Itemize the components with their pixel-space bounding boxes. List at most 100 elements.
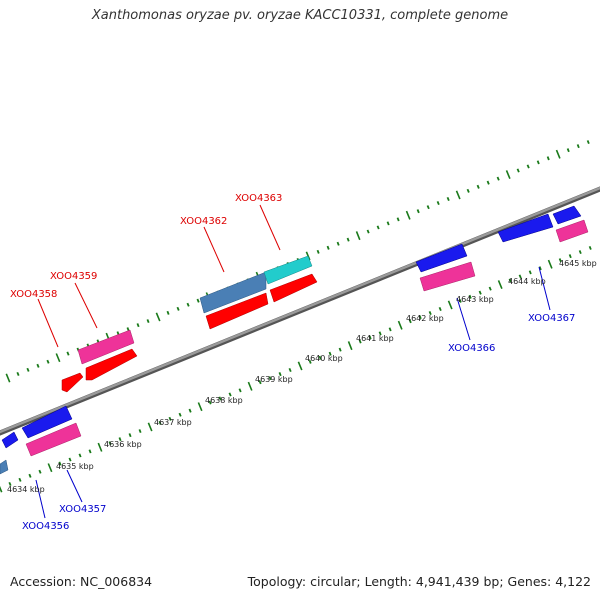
kbp-tick-label: 4642 kbp xyxy=(406,314,444,323)
kbp-tick-label: 4635 kbp xyxy=(56,462,94,471)
minor-tick xyxy=(368,335,372,340)
minor-tick xyxy=(588,245,592,250)
minor-tick xyxy=(186,302,190,307)
major-tick xyxy=(0,485,3,493)
gene-label: XOO4358 xyxy=(10,289,57,300)
minor-tick xyxy=(578,250,582,255)
major-tick xyxy=(55,353,61,363)
major-tick xyxy=(47,463,53,473)
kbp-tick-label: 4636 kbp xyxy=(104,440,142,449)
gene-arrow xyxy=(1,431,19,449)
minor-tick xyxy=(516,168,520,173)
minor-tick xyxy=(526,164,530,169)
kbp-tick-label: 4638 kbp xyxy=(205,396,243,405)
minor-tick xyxy=(468,294,472,299)
gene-label: XOO4363 xyxy=(235,193,282,204)
kbp-tick-label: 4644 kbp xyxy=(508,277,546,286)
gene-arrow xyxy=(205,292,269,330)
major-tick xyxy=(147,422,153,432)
minor-tick xyxy=(196,298,200,303)
major-tick xyxy=(347,341,353,351)
minor-tick xyxy=(8,481,12,486)
major-tick xyxy=(5,373,11,383)
minor-tick xyxy=(378,331,382,336)
minor-tick xyxy=(158,420,162,425)
gene-arrow xyxy=(497,213,554,243)
minor-tick xyxy=(536,160,540,165)
minor-tick xyxy=(58,461,62,466)
minor-tick xyxy=(146,319,150,324)
gene-arrow xyxy=(263,255,313,285)
accession-text: Accession: NC_006834 xyxy=(10,574,153,589)
major-tick xyxy=(397,320,403,330)
kbp-tick-label: 4634 kbp xyxy=(7,485,45,494)
tick-marks xyxy=(0,140,592,493)
kbp-tick-label: 4640 kbp xyxy=(305,354,343,363)
kbp-tick-label: 4639 kbp xyxy=(255,375,293,384)
kbp-tick-label: 4641 kbp xyxy=(356,334,394,343)
minor-tick xyxy=(466,188,470,193)
gene-arrow xyxy=(0,459,9,475)
gene-arrow xyxy=(269,273,318,303)
minor-tick xyxy=(458,298,462,303)
minor-tick xyxy=(438,306,442,312)
minor-tick xyxy=(416,209,420,214)
minor-tick xyxy=(316,249,320,254)
minor-tick xyxy=(168,416,172,421)
gene-arrow xyxy=(21,405,73,439)
gene-arrow xyxy=(25,422,82,457)
minor-tick xyxy=(36,363,40,368)
minor-tick xyxy=(118,437,122,442)
minor-tick xyxy=(318,355,322,360)
major-tick xyxy=(547,259,553,269)
minor-tick xyxy=(238,388,242,393)
minor-tick xyxy=(446,196,450,202)
minor-tick xyxy=(88,449,92,454)
gene-arrows xyxy=(0,205,589,475)
label-leaders xyxy=(35,204,551,519)
minor-tick xyxy=(528,270,532,275)
minor-tick xyxy=(538,266,542,271)
minor-tick xyxy=(488,286,492,291)
major-tick xyxy=(97,442,103,452)
minor-tick xyxy=(366,229,370,234)
minor-tick xyxy=(268,376,272,381)
minor-tick xyxy=(428,311,432,316)
minor-tick xyxy=(418,315,422,320)
minor-tick xyxy=(478,290,482,295)
minor-tick xyxy=(278,372,282,377)
major-tick xyxy=(505,170,511,180)
minor-tick xyxy=(166,310,170,315)
gene-arrow xyxy=(552,205,582,225)
minor-tick xyxy=(308,359,312,364)
major-tick xyxy=(197,402,203,412)
minor-tick xyxy=(178,412,182,417)
minor-tick xyxy=(18,477,22,482)
minor-tick xyxy=(126,327,130,332)
minor-tick xyxy=(26,367,30,372)
minor-tick xyxy=(136,323,140,328)
major-tick xyxy=(355,231,361,241)
minor-tick xyxy=(328,351,332,356)
major-tick xyxy=(405,210,411,220)
major-tick xyxy=(155,312,161,322)
kbp-tick-labels: 4634 kbp 4635 kbp 4636 kbp 4637 kbp 4638 kbp… xyxy=(7,259,597,494)
major-tick xyxy=(297,361,303,371)
kbp-tick-label: 4645 kbp xyxy=(559,259,597,268)
kbp-tick-label: 4637 kbp xyxy=(154,418,192,427)
minor-tick xyxy=(496,176,500,181)
minor-tick xyxy=(218,396,222,401)
major-tick xyxy=(497,280,503,290)
minor-tick xyxy=(426,205,430,210)
minor-tick xyxy=(176,306,180,311)
minor-tick xyxy=(338,347,342,352)
minor-tick xyxy=(586,140,590,145)
minor-tick xyxy=(546,156,550,161)
gene-label: XOO4357 xyxy=(59,504,106,515)
kbp-tick-label: 4643 kbp xyxy=(456,295,494,304)
minor-tick xyxy=(336,241,340,246)
gene-arrow xyxy=(61,372,84,393)
minor-tick xyxy=(518,274,522,279)
gene-arrow xyxy=(419,261,476,292)
